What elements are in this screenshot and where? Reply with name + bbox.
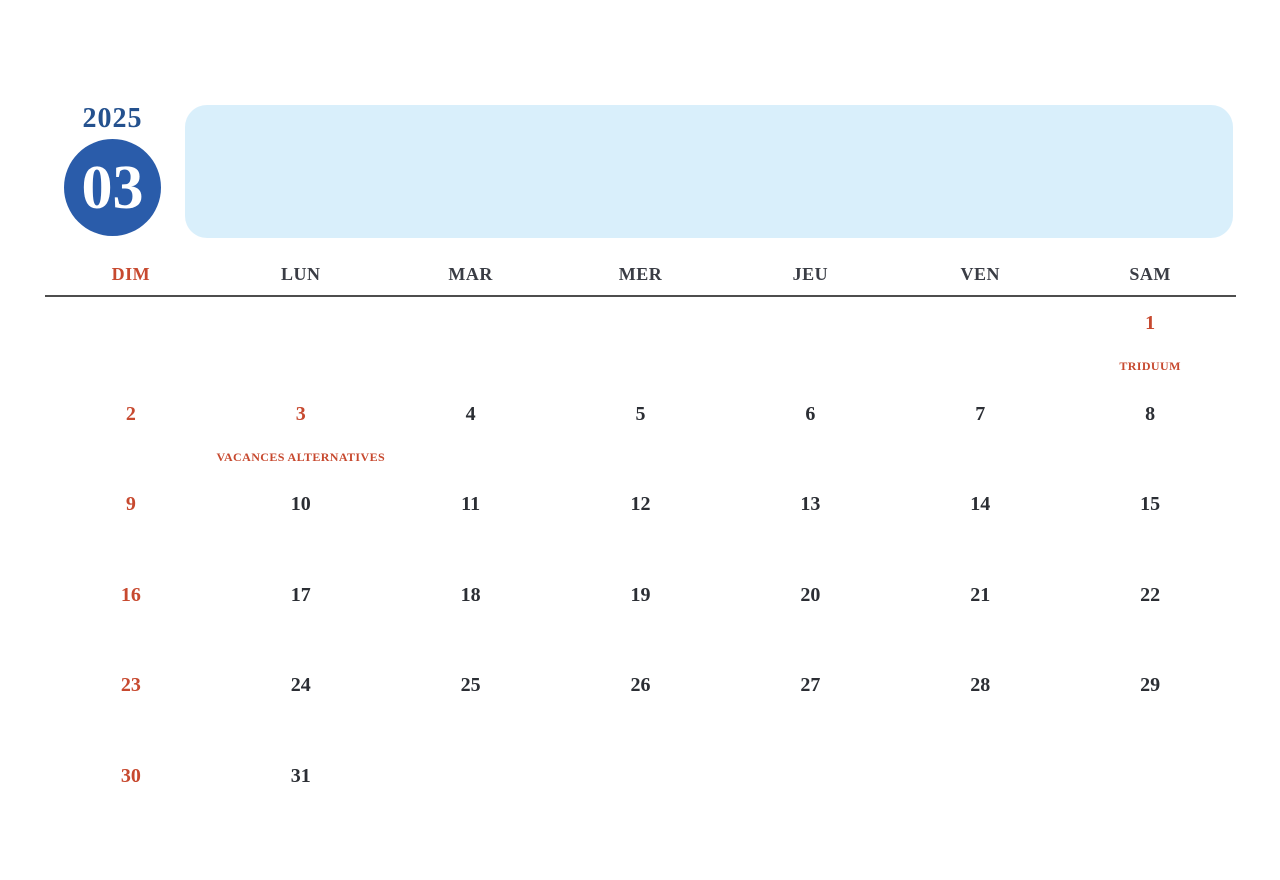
- day-number: 20: [800, 583, 821, 606]
- day-number: 4: [465, 402, 476, 425]
- day-cell-empty: [895, 305, 1065, 396]
- day-cell-11[interactable]: 11: [386, 486, 556, 577]
- day-cell-14[interactable]: 14: [895, 486, 1065, 577]
- month-number: 03: [81, 153, 144, 222]
- notes-banner: [185, 105, 1233, 238]
- day-number: 5: [635, 402, 646, 425]
- day-number: 16: [120, 583, 141, 606]
- day-number: 24: [290, 674, 311, 696]
- day-cell-2[interactable]: 2: [46, 396, 216, 487]
- weekday-header-row: DIM LUN MAR MER JEU VEN SAM: [46, 264, 1235, 285]
- day-number: 27: [800, 674, 821, 696]
- day-number: 29: [1140, 674, 1161, 696]
- month-badge: 03: [64, 139, 161, 236]
- day-cell-empty: [725, 758, 895, 849]
- weekday-header-sam: SAM: [1129, 264, 1171, 284]
- day-cell-empty: [216, 305, 386, 396]
- day-cell-12[interactable]: 12: [556, 486, 726, 577]
- day-cell-3[interactable]: 3 VACANCES ALTERNATIVES: [216, 396, 386, 487]
- day-number: 15: [1140, 493, 1161, 515]
- day-number: 14: [970, 493, 991, 515]
- day-number: 28: [970, 674, 991, 696]
- event-label: VACANCES ALTERNATIVES: [216, 449, 386, 464]
- day-number: 22: [1140, 583, 1161, 606]
- day-number: 1: [1145, 312, 1156, 334]
- day-number: 25: [460, 674, 481, 696]
- day-cell-empty: [556, 758, 726, 849]
- day-cell-28[interactable]: 28: [895, 667, 1065, 758]
- weekday-header-jeu: JEU: [792, 264, 829, 284]
- day-cell-19[interactable]: 19: [556, 577, 726, 668]
- weekday-header-dim: DIM: [111, 264, 151, 284]
- day-cell-empty: [46, 305, 216, 396]
- day-number: 30: [120, 764, 141, 787]
- day-cell-27[interactable]: 27: [725, 667, 895, 758]
- day-cell-8[interactable]: 8: [1065, 396, 1235, 487]
- year-label: 2025: [82, 103, 143, 134]
- day-number: 8: [1145, 402, 1156, 425]
- day-cell-6[interactable]: 6: [725, 396, 895, 487]
- day-cell-7[interactable]: 7: [895, 396, 1065, 487]
- day-cell-empty: [556, 305, 726, 396]
- weekday-header-lun: LUN: [281, 264, 321, 284]
- day-cell-29[interactable]: 29: [1065, 667, 1235, 758]
- day-number: 18: [460, 583, 481, 606]
- day-number: 19: [630, 583, 651, 606]
- day-number: 17: [290, 583, 311, 606]
- day-cell-empty: [725, 305, 895, 396]
- day-cell-empty: [895, 758, 1065, 849]
- day-cell-20[interactable]: 20: [725, 577, 895, 668]
- day-number: 13: [800, 493, 821, 515]
- weekday-header-mer: MER: [618, 264, 663, 284]
- day-cell-23[interactable]: 23: [46, 667, 216, 758]
- day-cell-empty: [386, 758, 556, 849]
- day-number: 11: [461, 493, 481, 515]
- event-label: TRIDUUM: [1119, 359, 1181, 373]
- weekday-header-ven: VEN: [960, 264, 1000, 284]
- day-cell-24[interactable]: 24: [216, 667, 386, 758]
- day-number: 21: [970, 583, 991, 606]
- day-cell-17[interactable]: 17: [216, 577, 386, 668]
- day-cell-22[interactable]: 22: [1065, 577, 1235, 668]
- day-cell-10[interactable]: 10: [216, 486, 386, 577]
- day-number: 2: [125, 402, 136, 425]
- day-cell-21[interactable]: 21: [895, 577, 1065, 668]
- day-cell-4[interactable]: 4: [386, 396, 556, 487]
- day-number: 6: [805, 402, 816, 425]
- day-cell-empty: [1065, 758, 1235, 849]
- weekday-header-mar: MAR: [448, 264, 493, 284]
- day-number: 9: [125, 493, 136, 515]
- day-cell-1[interactable]: 1 TRIDUUM: [1065, 305, 1235, 396]
- day-number: 12: [630, 493, 651, 515]
- day-number: 23: [120, 674, 141, 696]
- day-cell-5[interactable]: 5: [556, 396, 726, 487]
- day-cell-25[interactable]: 25: [386, 667, 556, 758]
- day-cell-30[interactable]: 30: [46, 758, 216, 849]
- day-number: 26: [630, 674, 651, 696]
- day-number: 3: [295, 402, 306, 425]
- day-number: 10: [290, 493, 311, 515]
- day-cell-15[interactable]: 15: [1065, 486, 1235, 577]
- day-cell-18[interactable]: 18: [386, 577, 556, 668]
- header-divider: [45, 295, 1236, 297]
- day-number: 7: [975, 402, 986, 425]
- day-cell-31[interactable]: 31: [216, 758, 386, 849]
- day-number: 31: [290, 764, 311, 787]
- day-cell-16[interactable]: 16: [46, 577, 216, 668]
- day-cell-9[interactable]: 9: [46, 486, 216, 577]
- day-cell-empty: [386, 305, 556, 396]
- day-cell-26[interactable]: 26: [556, 667, 726, 758]
- day-cell-13[interactable]: 13: [725, 486, 895, 577]
- calendar-grid: 1 TRIDUUM 2 3 VACANCES ALTERNATIVES 4 5 6 7 8 9 10 1…: [46, 305, 1235, 848]
